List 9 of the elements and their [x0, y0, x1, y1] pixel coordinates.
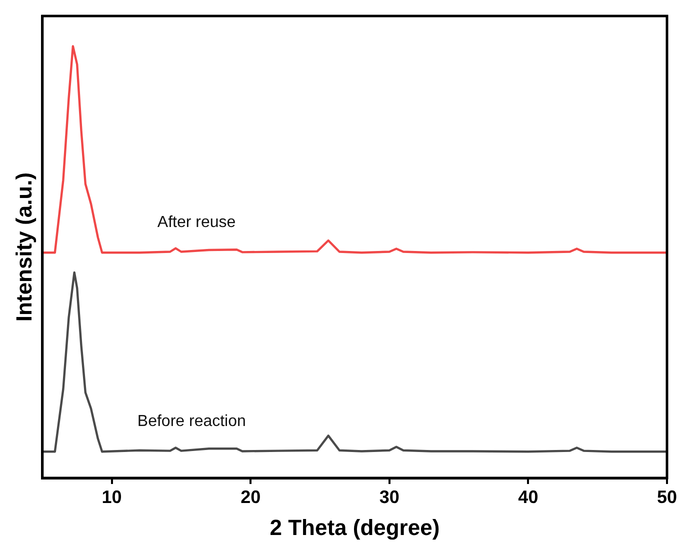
- x-tick-label: 10: [102, 486, 122, 507]
- series-label: Before reaction: [137, 413, 246, 430]
- y-axis-title: Intensity (a.u.): [11, 172, 36, 322]
- x-axis-title: 2 Theta (degree): [270, 514, 440, 540]
- x-tick-label: 20: [240, 486, 261, 507]
- x-tick-label: 50: [656, 486, 678, 507]
- series-label: After reuse: [157, 214, 236, 232]
- x-tick-label: 30: [379, 486, 400, 507]
- x-tick-label: 40: [518, 486, 538, 507]
